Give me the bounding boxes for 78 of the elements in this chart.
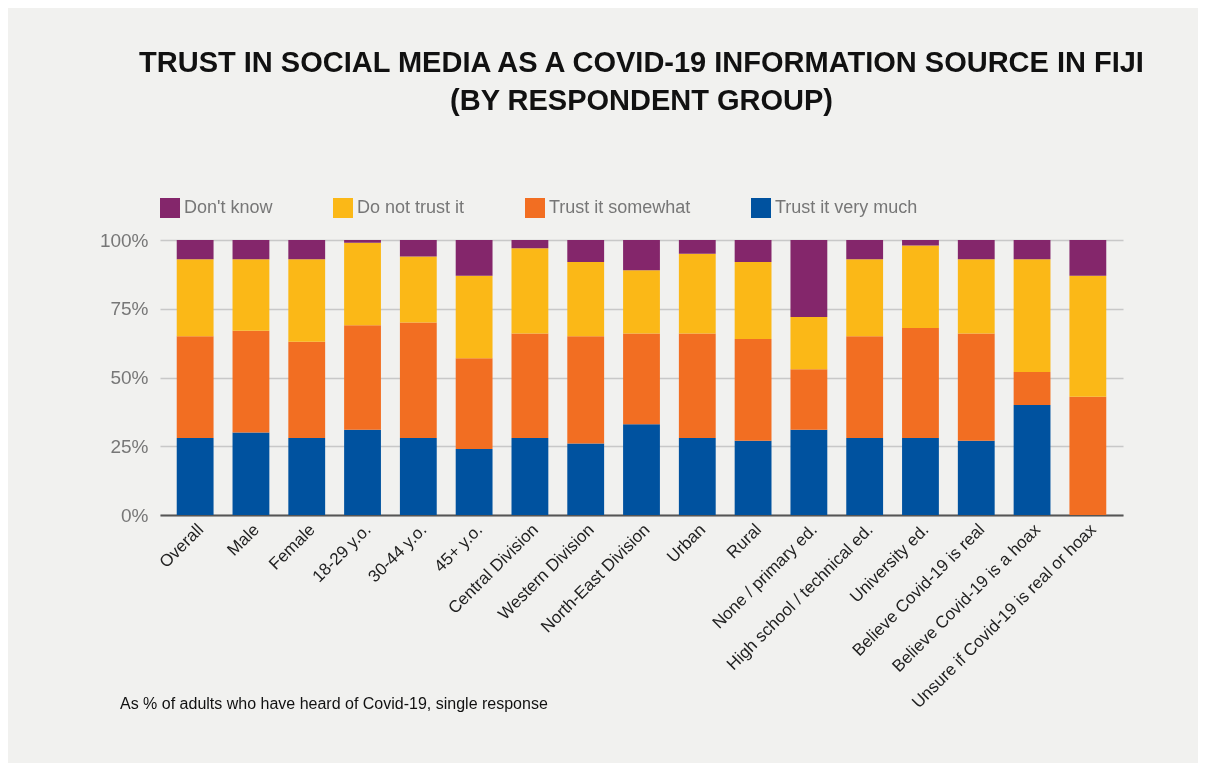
bar (232, 330, 270, 433)
bar (176, 336, 214, 438)
bar (399, 438, 437, 515)
bar (790, 240, 828, 317)
bar (399, 322, 437, 438)
bar (344, 240, 381, 243)
bar (176, 259, 214, 337)
text: As % of adults who have heard of Covid-19, single response (120, 695, 548, 712)
y-tick-label: 25% (110, 435, 149, 457)
bar (734, 440, 772, 515)
bar (455, 240, 493, 276)
bar (567, 262, 605, 337)
bar (511, 240, 549, 249)
bar (734, 262, 772, 339)
bar (678, 253, 716, 334)
bar (957, 440, 995, 515)
legend-label: Trust it very much (775, 197, 918, 217)
legend-label: Trust it somewhat (549, 197, 691, 217)
bar (567, 336, 605, 444)
bar (678, 333, 716, 438)
bar (790, 429, 828, 515)
y-tick-label: 100% (99, 229, 149, 251)
bar (846, 438, 884, 515)
bar (902, 328, 939, 438)
bar (846, 240, 884, 260)
bar (790, 317, 828, 370)
bar (678, 240, 716, 254)
bar (1013, 405, 1051, 515)
bar (511, 248, 549, 334)
bar (455, 275, 493, 359)
bar (455, 449, 493, 515)
bar (957, 240, 995, 260)
bar (399, 240, 437, 257)
bar (1013, 259, 1051, 372)
bar (734, 240, 772, 262)
bar (511, 333, 549, 438)
legend-label: Do not trust it (357, 197, 465, 217)
bar (1069, 275, 1107, 397)
bar (232, 259, 270, 331)
bar (623, 424, 660, 515)
bar (232, 240, 270, 260)
bar (344, 429, 381, 515)
y-tick-label: 75% (110, 298, 149, 320)
y-tick-label: 50% (110, 367, 149, 388)
bar (344, 325, 381, 430)
bar (957, 259, 995, 334)
bar (678, 438, 716, 515)
y-tick-label: 0% (121, 504, 149, 526)
bar (567, 240, 605, 262)
bar (288, 240, 326, 260)
bar (623, 270, 660, 334)
bar (902, 438, 939, 515)
bar (790, 369, 828, 430)
bar (511, 438, 549, 515)
bar (1069, 396, 1107, 515)
bar (957, 333, 995, 441)
bar (902, 245, 939, 328)
bar (623, 240, 660, 271)
bar (846, 336, 884, 438)
bar (176, 438, 214, 515)
bar (288, 259, 326, 342)
bar (288, 438, 326, 515)
bar (1013, 240, 1051, 260)
bar (734, 339, 772, 441)
bar (1013, 372, 1051, 405)
bar (902, 240, 939, 246)
bar (399, 256, 437, 323)
bar (1069, 240, 1107, 276)
bar (344, 242, 381, 326)
legend-label: Don't know (184, 197, 274, 217)
bar (176, 240, 214, 260)
bar (288, 341, 326, 438)
bar (455, 358, 493, 449)
bar (623, 333, 660, 425)
bar (567, 443, 605, 515)
bar (232, 432, 270, 515)
bar (846, 259, 884, 337)
chart-title: TRUST IN SOCIAL MEDIA AS A COVID-19 INFORMATION SOURCE IN FIJI (BY RESPONDENT GROUP) (139, 46, 1144, 116)
